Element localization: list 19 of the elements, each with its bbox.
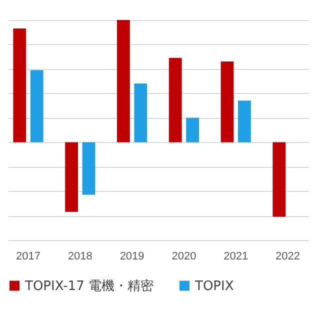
x-tick-label: 2020 (172, 250, 196, 262)
bar (116, 20, 130, 142)
bar (30, 70, 44, 142)
legend-label: TOPIX (194, 278, 234, 294)
bar (82, 142, 96, 195)
x-tick-label: 2017 (16, 250, 40, 262)
bar (13, 28, 26, 142)
legend-label: TOPIX-17 電機・精密 (24, 278, 154, 294)
bar (220, 62, 234, 142)
bar (65, 142, 78, 212)
x-tick-label: 2021 (224, 250, 248, 262)
x-tick-label: 2022 (276, 250, 300, 262)
bar (272, 142, 286, 217)
x-tick-label: 2019 (120, 250, 144, 262)
bar (134, 84, 148, 142)
bar (186, 118, 200, 142)
bar (168, 58, 182, 142)
bar (238, 100, 251, 142)
x-tick-label: 2018 (68, 250, 92, 262)
